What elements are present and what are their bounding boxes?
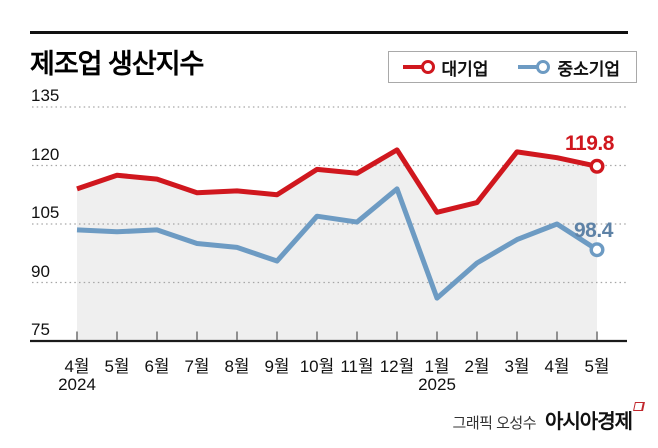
x-tick-label: 7월 [184, 357, 210, 376]
page-title: 제조업 생산지수 [30, 49, 204, 79]
source-credit: 그래픽 오성수 아시아경제 [452, 402, 645, 434]
year-label: 2024 [58, 375, 96, 394]
legend-label: 중소기업 [557, 59, 620, 79]
x-tick-label: 11월 [340, 357, 374, 376]
y-tick-label: 105 [31, 203, 60, 222]
x-tick-label: 10월 [299, 357, 335, 376]
x-tick-label: 8월 [224, 357, 250, 376]
x-tick-label: 1월 [424, 357, 450, 376]
series-line-중소기업 [76, 186, 599, 301]
x-tick-label: 4월 [544, 357, 570, 376]
brand-logo-text: 아시아경제 [545, 402, 645, 434]
legend-label: 대기업 [441, 59, 489, 79]
x-tick-label: 9월 [264, 357, 290, 376]
legend-line-marker-icon [402, 65, 430, 69]
graphic-credit-text: 그래픽 오성수 [452, 415, 537, 432]
x-tick-label: 2월 [464, 357, 490, 376]
end-value-label-중소기업: 98.4 [574, 218, 613, 242]
area-fill-대기업 [77, 149, 597, 341]
y-tick-label: 90 [31, 261, 50, 281]
series-line-대기업 [76, 147, 598, 215]
x-tick-label: 4월 [64, 357, 90, 376]
y-tick-label: 75 [31, 320, 50, 339]
brand-flag-icon [633, 402, 645, 411]
year-label: 2025 [418, 375, 456, 394]
x-tick-label: 6월 [144, 357, 170, 376]
legend-item-0: 대기업 [402, 55, 489, 80]
x-tick-label: 5월 [584, 357, 610, 376]
end-value-label-대기업: 119.8 [565, 132, 614, 156]
end-marker-대기업 [589, 158, 605, 174]
x-tick-label: 3월 [504, 357, 530, 376]
x-tick-label: 5월 [104, 357, 130, 376]
legend-item-1: 중소기업 [518, 55, 620, 80]
end-marker-중소기업 [589, 242, 605, 258]
y-tick-label: 120 [31, 144, 60, 164]
x-tick-label: 12월 [379, 357, 415, 376]
legend-line-marker-icon [518, 65, 546, 69]
chart-legend: 대기업 중소기업 [387, 51, 637, 83]
y-tick-label: 135 [31, 86, 60, 105]
header-rule [30, 31, 628, 34]
